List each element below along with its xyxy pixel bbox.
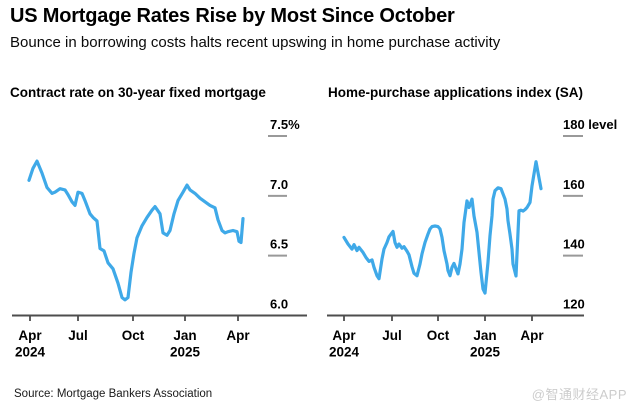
x-tick-sublabel: 2024	[329, 345, 360, 360]
source-attribution: Source: Mortgage Bankers Association	[14, 388, 213, 400]
y-tick-label: 120	[563, 297, 585, 312]
y-tick-label: 6.0	[270, 297, 288, 312]
series-line	[342, 160, 543, 295]
right-chart-title: Home-purchase applications index (SA)	[328, 85, 584, 100]
page-title: US Mortgage Rates Rise by Most Since Oct…	[10, 5, 455, 27]
x-tick-label: Apr	[18, 328, 42, 343]
x-tick-label: Jan	[173, 328, 196, 343]
x-tick-label: Apr	[332, 328, 356, 343]
x-tick-sublabel: 2025	[170, 345, 201, 360]
y-tick-label: 7.5%	[270, 117, 300, 132]
x-tick-label: Oct	[122, 328, 145, 343]
y-tick-label: 160	[563, 177, 585, 192]
series-line	[27, 159, 245, 302]
x-tick-sublabel: 2024	[15, 345, 46, 360]
y-tick-label: 6.5	[270, 237, 288, 252]
x-tick-label: Apr	[520, 328, 544, 343]
y-tick-label: 180 level	[563, 117, 617, 132]
y-tick-label: 7.0	[270, 177, 288, 192]
page-subtitle: Bounce in borrowing costs halts recent u…	[10, 34, 501, 51]
y-tick-label: 140	[563, 237, 585, 252]
x-tick-label: Jul	[382, 328, 402, 343]
x-tick-label: Jan	[473, 328, 496, 343]
x-tick-label: Oct	[427, 328, 450, 343]
left-chart-title: Contract rate on 30-year fixed mortgage	[10, 85, 266, 100]
x-tick-sublabel: 2025	[470, 345, 501, 360]
x-tick-label: Jul	[68, 328, 88, 343]
x-tick-label: Apr	[226, 328, 250, 343]
watermark: @智通财经APP	[531, 387, 627, 402]
